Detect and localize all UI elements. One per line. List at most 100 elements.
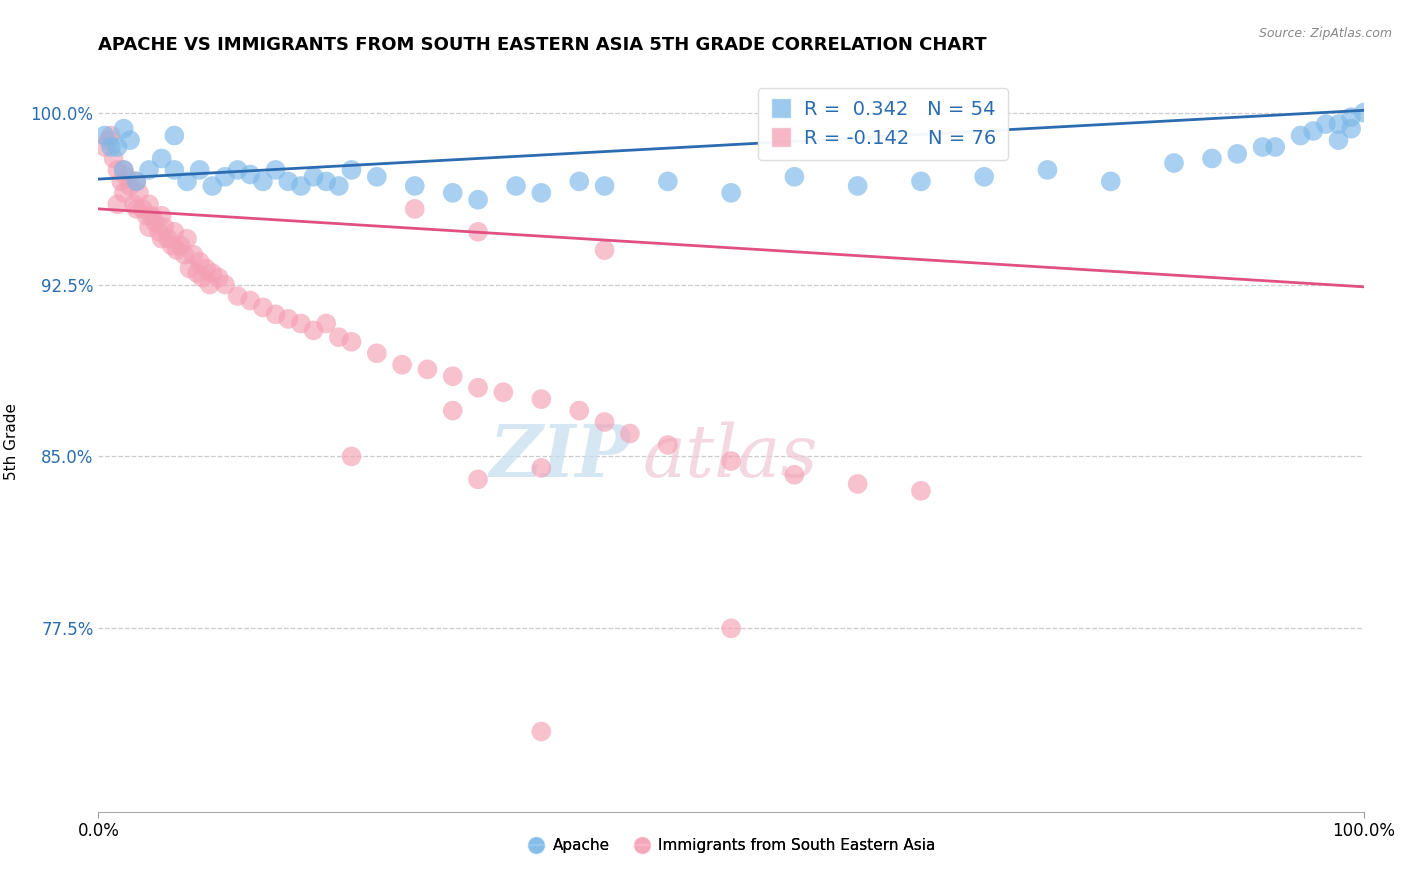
- Point: [93, 128, 117, 143]
- Point: [1264, 140, 1286, 154]
- Point: [593, 243, 616, 257]
- Point: [404, 178, 426, 193]
- Point: [112, 186, 135, 200]
- Point: [467, 472, 489, 486]
- Point: [910, 483, 932, 498]
- Point: [128, 186, 150, 200]
- Point: [340, 334, 363, 349]
- Point: [1036, 162, 1059, 177]
- Point: [441, 403, 464, 417]
- Point: [107, 162, 129, 177]
- Point: [132, 202, 155, 216]
- Point: [110, 174, 132, 188]
- Point: [138, 220, 160, 235]
- Point: [194, 261, 218, 276]
- Y-axis label: 5th Grade: 5th Grade: [4, 403, 20, 480]
- Point: [302, 169, 325, 184]
- Point: [568, 174, 591, 188]
- Point: [201, 178, 224, 193]
- Point: [150, 209, 173, 223]
- Point: [1327, 117, 1350, 131]
- Point: [910, 174, 932, 188]
- Point: [145, 216, 166, 230]
- Point: [1251, 140, 1274, 154]
- Point: [107, 140, 129, 154]
- Point: [783, 467, 806, 482]
- Point: [138, 162, 160, 177]
- Point: [277, 312, 299, 326]
- Point: [179, 261, 201, 276]
- Point: [366, 346, 388, 360]
- Point: [1340, 110, 1362, 124]
- Point: [163, 225, 186, 239]
- Point: [416, 362, 439, 376]
- Point: [122, 197, 145, 211]
- Point: [505, 178, 527, 193]
- Point: [366, 169, 388, 184]
- Point: [112, 162, 135, 177]
- Point: [973, 169, 995, 184]
- Point: [176, 174, 198, 188]
- Point: [239, 293, 262, 308]
- Point: [467, 193, 489, 207]
- Point: [340, 450, 363, 464]
- Point: [328, 330, 350, 344]
- Point: [169, 238, 191, 252]
- Point: [112, 162, 135, 177]
- Point: [1099, 174, 1122, 188]
- Point: [100, 140, 122, 154]
- Point: [1302, 124, 1324, 138]
- Point: [208, 270, 231, 285]
- Point: [657, 438, 679, 452]
- Point: [264, 307, 287, 321]
- Point: [115, 169, 138, 184]
- Point: [302, 323, 325, 337]
- Point: [198, 277, 221, 292]
- Point: [492, 385, 515, 400]
- Point: [404, 202, 426, 216]
- Point: [186, 266, 208, 280]
- Point: [103, 152, 125, 166]
- Point: [264, 162, 287, 177]
- Point: [120, 133, 141, 147]
- Point: [163, 128, 186, 143]
- Point: [100, 128, 122, 143]
- Text: ZIP: ZIP: [489, 421, 630, 491]
- Point: [783, 169, 806, 184]
- Point: [720, 186, 742, 200]
- Point: [125, 174, 148, 188]
- Point: [226, 289, 249, 303]
- Point: [328, 178, 350, 193]
- Point: [135, 209, 157, 223]
- Point: [720, 454, 742, 468]
- Point: [1163, 156, 1185, 170]
- Point: [201, 266, 224, 280]
- Point: [157, 232, 180, 246]
- Point: [846, 477, 869, 491]
- Point: [125, 174, 148, 188]
- Point: [530, 392, 553, 406]
- Point: [150, 152, 173, 166]
- Point: [277, 174, 299, 188]
- Point: [568, 403, 591, 417]
- Point: [619, 426, 641, 441]
- Point: [252, 174, 274, 188]
- Point: [93, 140, 117, 154]
- Point: [188, 254, 211, 268]
- Point: [173, 248, 195, 262]
- Point: [1289, 128, 1312, 143]
- Point: [176, 232, 198, 246]
- Point: [340, 162, 363, 177]
- Point: [467, 225, 489, 239]
- Point: [214, 277, 236, 292]
- Point: [226, 162, 249, 177]
- Point: [846, 178, 869, 193]
- Point: [120, 178, 141, 193]
- Point: [239, 168, 262, 182]
- Point: [150, 232, 173, 246]
- Point: [160, 238, 183, 252]
- Point: [153, 220, 176, 235]
- Point: [214, 169, 236, 184]
- Point: [720, 621, 742, 635]
- Point: [188, 162, 211, 177]
